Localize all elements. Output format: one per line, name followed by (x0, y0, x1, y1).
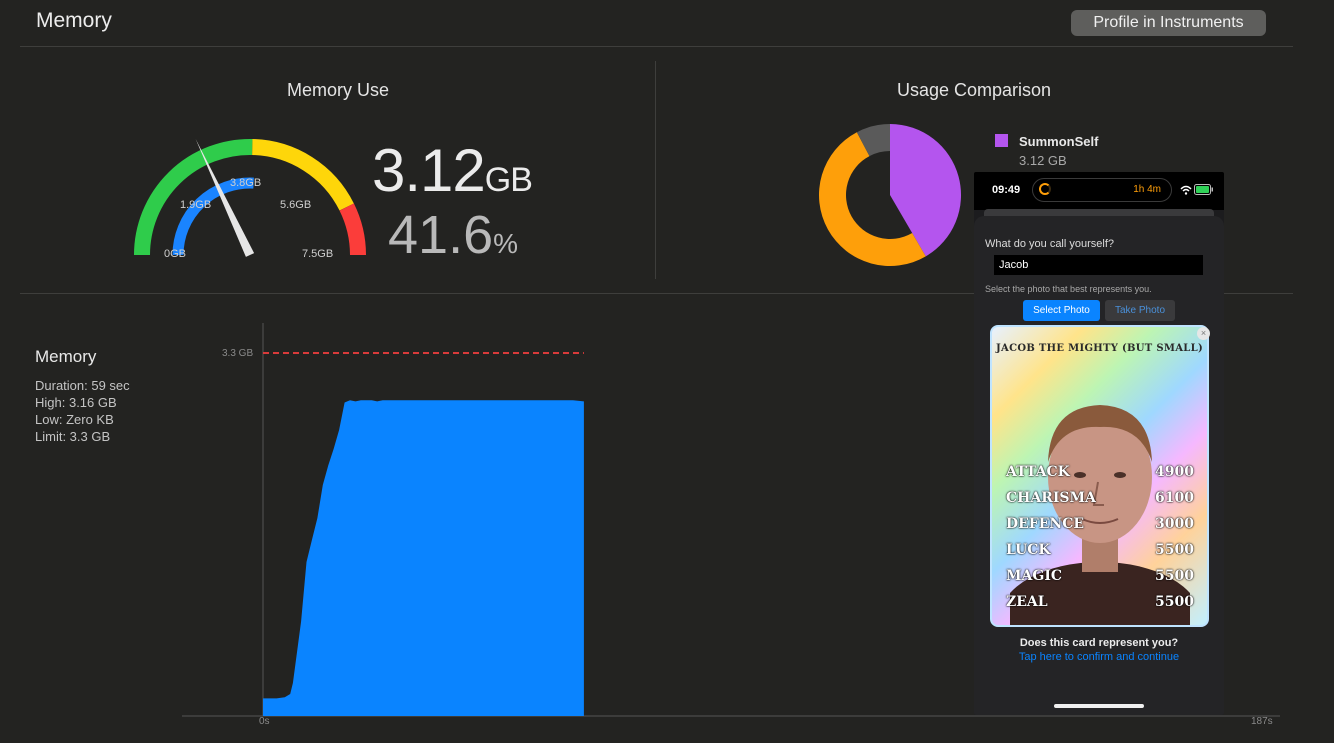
sheet-backdrop (984, 209, 1214, 217)
card-stat-zeal: ZEAL 5500 (1006, 594, 1194, 610)
home-indicator[interactable] (1054, 704, 1144, 708)
card-stat-luck: LUCK 5500 (1006, 542, 1194, 558)
take-photo-button[interactable]: Take Photo (1105, 300, 1175, 321)
legend-value: 3.12 GB (1019, 153, 1067, 168)
stat-duration: Duration: 59 sec (35, 378, 130, 393)
gauge-yellow-arc (251, 139, 354, 211)
confirm-question: Does this card represent you? (1019, 637, 1179, 649)
battery-icon (1194, 184, 1213, 195)
name-input[interactable] (994, 255, 1203, 275)
legend-name: SummonSelf (1019, 134, 1099, 149)
memory-percent: 41.6% (388, 205, 519, 265)
usage-donut (819, 124, 961, 266)
x-axis-end-label: 187s (1251, 716, 1273, 727)
donut-slice-2 (856, 124, 890, 157)
photo-hint: Select the photo that best represents yo… (985, 284, 1152, 294)
name-question: What do you call yourself? (985, 238, 1115, 250)
status-time: 09:49 (992, 184, 1021, 196)
dynamic-island: 1h 4m (1032, 178, 1172, 202)
usage-comparison-title: Usage Comparison (896, 80, 1052, 100)
phone-screenshot: 09:49 1h 4m What do you call yourself? S… (974, 172, 1224, 715)
card-stat-magic: MAGIC 5500 (1006, 568, 1194, 584)
card-stat-charisma: CHARISMA 6100 (1006, 490, 1194, 506)
gauge-needle (195, 139, 255, 257)
profile-in-instruments-button[interactable]: Profile in Instruments (1071, 10, 1266, 36)
donut-slice-1 (819, 132, 926, 266)
memory-chart: 3.3 GB 0s 187s (182, 323, 1280, 727)
limit-label: 3.3 GB (222, 348, 253, 359)
memory-value: 3.12GB (372, 137, 533, 204)
middle-divider (20, 293, 1293, 294)
timer-ring-icon (1039, 183, 1051, 195)
legend-swatch-summonself (995, 134, 1008, 147)
memory-use-title: Memory Use (286, 80, 389, 100)
stat-limit: Limit: 3.3 GB (35, 429, 111, 444)
card-stat-attack: ATTACK 4900 (1006, 464, 1194, 480)
gauge-label-3: 5.6GB (280, 199, 311, 211)
memory-chart-title: Memory (35, 347, 97, 366)
gauge-red-arc (339, 203, 366, 256)
x-axis-start-label: 0s (259, 716, 270, 727)
header-divider (20, 46, 1293, 47)
memory-area-series (263, 400, 584, 716)
gauge-label-0: 0GB (164, 248, 186, 260)
stat-high: High: 3.16 GB (35, 395, 117, 410)
donut-slice-0 (890, 124, 961, 257)
character-card[interactable]: JACOB THE MIGHTY (BUT SMALL) ATTACK 4900 … (990, 325, 1209, 627)
section-divider (655, 61, 656, 279)
gauge-label-1: 1.9GB (180, 199, 211, 211)
stat-low: Low: Zero KB (35, 412, 114, 427)
gauge-label-4: 7.5GB (302, 248, 333, 260)
confirm-link[interactable]: Tap here to confirm and continue (1018, 651, 1180, 663)
card-stat-defence: DEFENCE 3000 (1006, 516, 1194, 532)
gauge-label-2: 3.8GB (230, 177, 261, 189)
select-photo-button[interactable]: Select Photo (1023, 300, 1100, 321)
memory-gauge: 0GB 1.9GB 3.8GB 5.6GB 7.5GB (134, 138, 366, 260)
page-title: Memory (36, 9, 112, 32)
gauge-usage-arc (172, 177, 254, 256)
island-timer: 1h 4m (1133, 184, 1161, 195)
wifi-icon (1180, 185, 1192, 195)
gauge-green-arc (134, 138, 253, 256)
close-icon[interactable]: × (1197, 327, 1210, 340)
card-title: JACOB THE MIGHTY (BUT SMALL) (996, 343, 1203, 354)
portrait-photo (1010, 405, 1190, 625)
status-bar: 09:49 1h 4m (974, 172, 1224, 210)
